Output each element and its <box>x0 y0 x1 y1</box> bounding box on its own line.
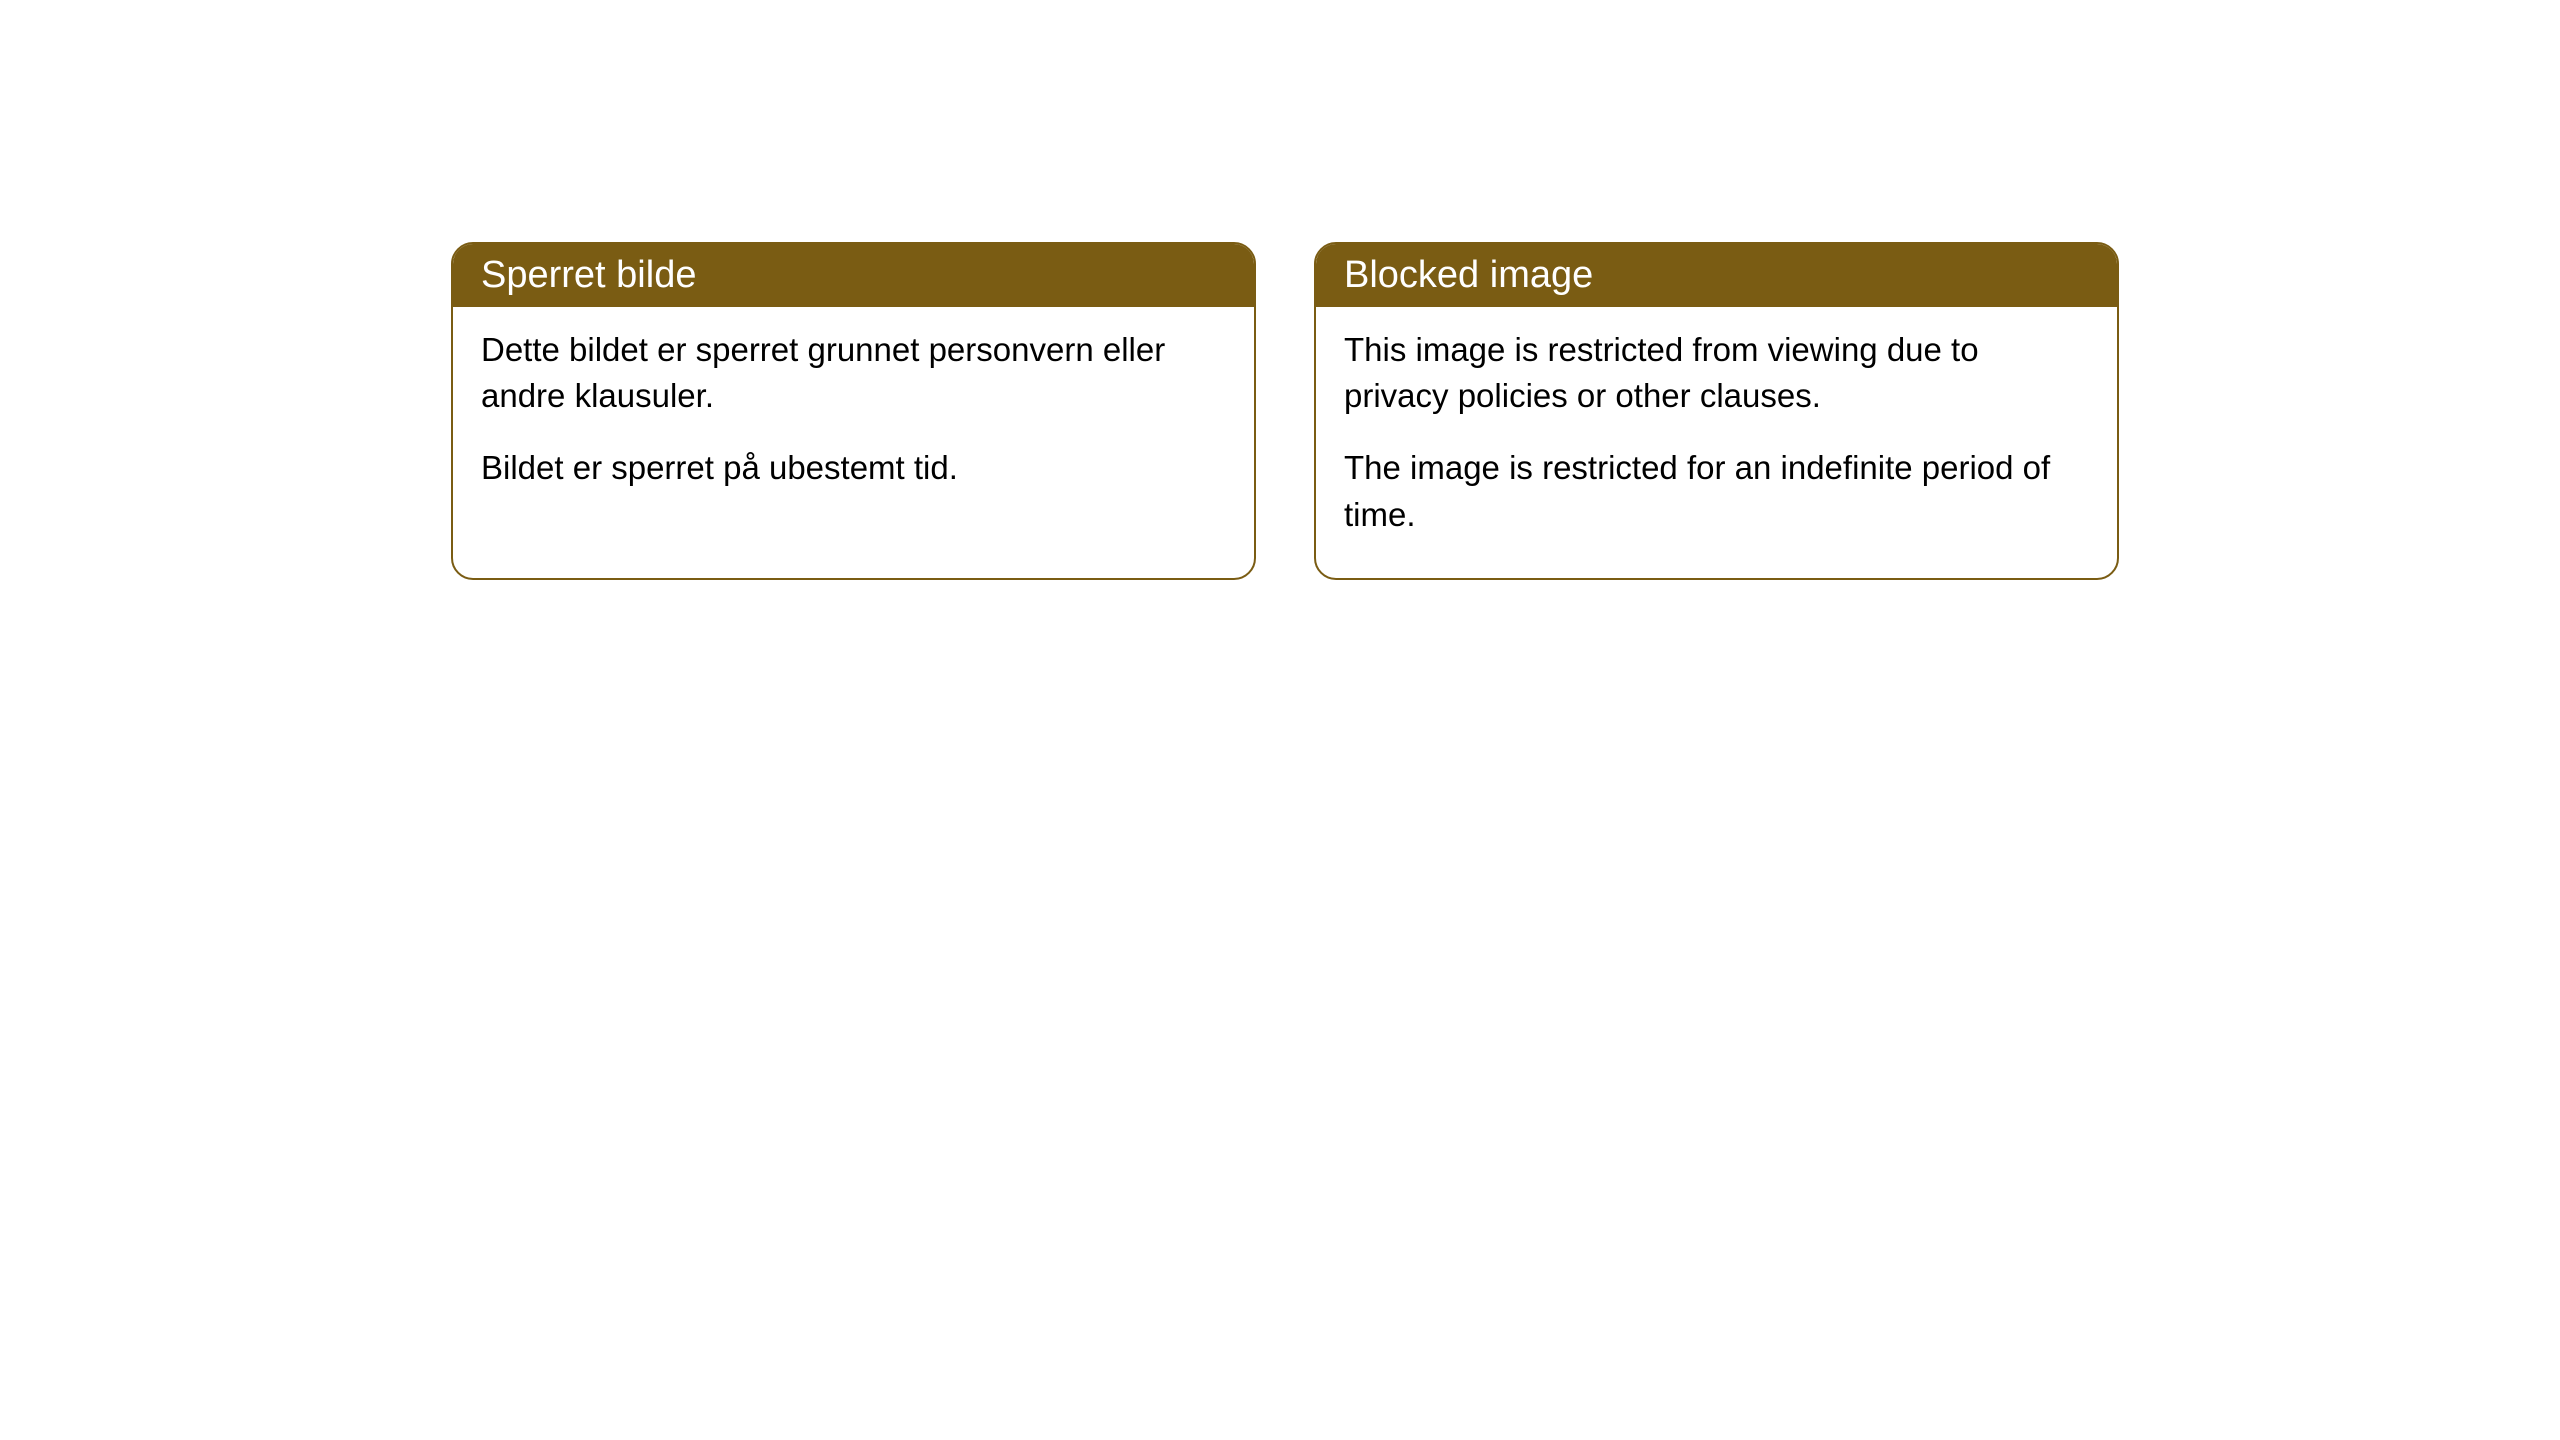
card-header-norwegian: Sperret bilde <box>453 244 1254 307</box>
card-body-norwegian: Dette bildet er sperret grunnet personve… <box>453 307 1254 532</box>
card-paragraph: The image is restricted for an indefinit… <box>1344 445 2089 537</box>
notice-card-english: Blocked image This image is restricted f… <box>1314 242 2119 580</box>
card-paragraph: Bildet er sperret på ubestemt tid. <box>481 445 1226 491</box>
card-paragraph: Dette bildet er sperret grunnet personve… <box>481 327 1226 419</box>
card-title: Blocked image <box>1344 254 1593 296</box>
card-body-english: This image is restricted from viewing du… <box>1316 307 2117 578</box>
card-paragraph: This image is restricted from viewing du… <box>1344 327 2089 419</box>
notice-card-norwegian: Sperret bilde Dette bildet er sperret gr… <box>451 242 1256 580</box>
notice-container: Sperret bilde Dette bildet er sperret gr… <box>451 242 2119 580</box>
card-title: Sperret bilde <box>481 254 696 296</box>
card-header-english: Blocked image <box>1316 244 2117 307</box>
